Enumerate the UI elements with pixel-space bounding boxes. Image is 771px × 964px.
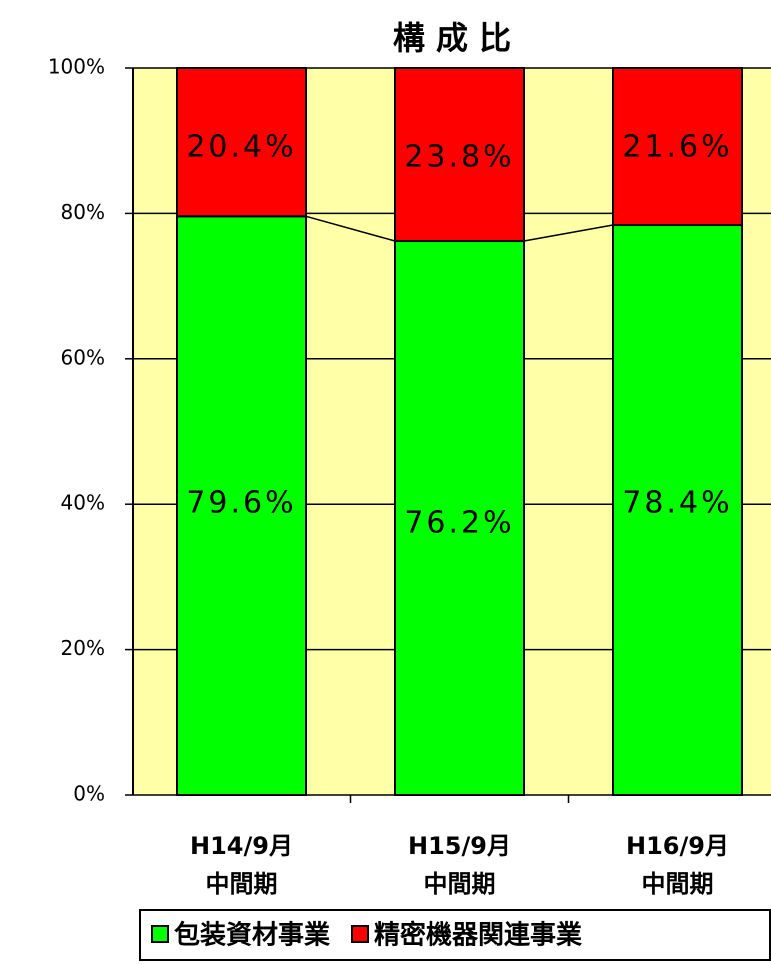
x-tick-label: H15/9月中間期 xyxy=(408,832,511,898)
bar-segment xyxy=(394,67,525,243)
data-label: 76.2% xyxy=(404,506,514,541)
data-label: 79.6% xyxy=(186,486,296,521)
x-tick-line: H16/9月 xyxy=(626,832,729,860)
data-label: 23.8% xyxy=(404,140,514,175)
x-tick-line: 中間期 xyxy=(642,870,714,898)
legend-label: 包装資材事業 xyxy=(174,920,330,951)
bar-segment xyxy=(612,224,743,797)
x-tick-line: H14/9月 xyxy=(190,832,293,860)
y-tick-label: 80% xyxy=(61,200,105,224)
x-tick-label: H16/9月中間期 xyxy=(626,832,729,898)
y-tick-label: 60% xyxy=(61,345,105,369)
y-tick-label: 40% xyxy=(61,491,105,515)
data-label: 78.4% xyxy=(622,486,732,521)
legend-label: 精密機器関連事業 xyxy=(374,920,582,951)
series-connector xyxy=(305,215,396,242)
y-tick-label: 20% xyxy=(61,636,105,660)
y-tick-label: 0% xyxy=(73,782,105,806)
x-tick-line: 中間期 xyxy=(206,870,278,898)
legend-box xyxy=(139,909,771,961)
y-tick-label: 100% xyxy=(48,55,105,79)
x-tick-line: H15/9月 xyxy=(408,832,511,860)
series-connector xyxy=(523,224,614,242)
legend-swatch xyxy=(351,925,370,943)
chart-title: 構 成 比 xyxy=(393,19,511,57)
x-tick-label: H14/9月中間期 xyxy=(190,832,293,898)
legend-swatch xyxy=(151,925,169,943)
bar-segment xyxy=(176,67,307,218)
bar-segment xyxy=(612,67,743,227)
data-label: 20.4% xyxy=(186,130,296,165)
x-tick-line: 中間期 xyxy=(424,870,496,898)
data-label: 21.6% xyxy=(622,130,732,165)
